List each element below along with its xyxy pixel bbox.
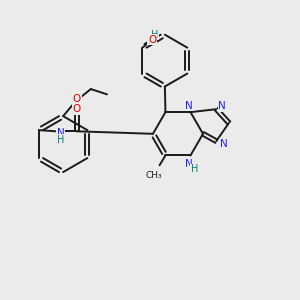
- Text: N: N: [185, 159, 193, 169]
- Text: H: H: [190, 164, 198, 174]
- Text: N: N: [185, 101, 193, 111]
- Text: H: H: [57, 134, 64, 145]
- Text: H: H: [152, 30, 159, 40]
- Text: N: N: [56, 128, 64, 138]
- Text: N: N: [218, 101, 226, 111]
- Text: N: N: [220, 139, 227, 148]
- Text: O: O: [73, 94, 81, 104]
- Text: CH₃: CH₃: [146, 171, 162, 180]
- Text: O: O: [73, 104, 81, 114]
- Text: O: O: [148, 35, 156, 45]
